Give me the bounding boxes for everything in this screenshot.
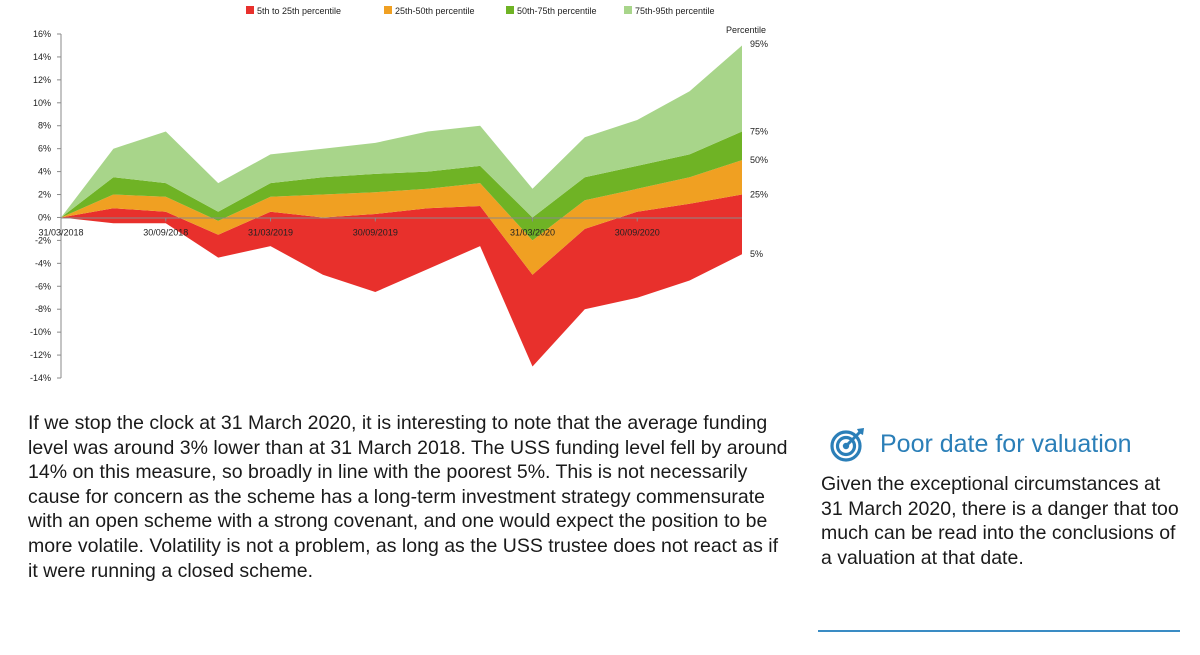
y-tick-label: -8% <box>35 304 51 314</box>
x-tick-label: 30/09/2020 <box>615 227 660 237</box>
legend-label: 5th to 25th percentile <box>257 6 341 16</box>
y-tick-label: 8% <box>38 121 51 131</box>
target-icon <box>830 428 864 462</box>
x-tick-label: 30/09/2018 <box>143 227 188 237</box>
x-tick-label: 30/09/2019 <box>353 227 398 237</box>
percentile-label: 75% <box>750 126 768 136</box>
callout-text: Given the exceptional circumstances at 3… <box>821 473 1179 569</box>
callout-divider <box>818 630 1180 632</box>
y-axis-ticks: 16% 14% 12% 10% 8% 6% 4% 2% 0% -2% -4% -6% -8% -10% -1… <box>30 29 61 383</box>
y-tick-label: 16% <box>33 29 51 39</box>
funding-level-chart: 5th to 25th percentile 25th-50th percenti… <box>30 6 768 383</box>
y-tick-label: 10% <box>33 98 51 108</box>
article-body: If we stop the clock at 31 March 2020, i… <box>28 412 788 582</box>
chart-axes <box>60 34 742 378</box>
legend-label: 25th-50th percentile <box>395 6 475 16</box>
percentile-label: 50% <box>750 155 768 165</box>
band-3 <box>61 131 742 241</box>
chart-legend: 5th to 25th percentile 25th-50th percenti… <box>246 6 715 16</box>
y-tick-label: -6% <box>35 281 51 291</box>
percentile-bands <box>61 45 742 367</box>
legend-swatch <box>624 6 632 14</box>
percentile-label: 5% <box>750 249 763 259</box>
percentile-label: 25% <box>750 190 768 200</box>
x-axis-ticks: 31/03/2018 30/09/2018 31/03/2019 30/09/2019… <box>38 217 660 237</box>
y-tick-label: 12% <box>33 75 51 85</box>
y-tick-label: 2% <box>38 190 51 200</box>
band-1 <box>61 194 742 367</box>
y-tick-label: 6% <box>38 144 51 154</box>
x-tick-label: 31/03/2018 <box>38 227 83 237</box>
legend-swatch <box>246 6 254 14</box>
y-tick-label: 4% <box>38 167 51 177</box>
legend-swatch <box>384 6 392 14</box>
callout-box: Poor date for valuation Given the except… <box>818 424 1180 632</box>
callout-title: Poor date for valuation <box>880 429 1132 458</box>
legend-swatch <box>506 6 514 14</box>
x-tick-label: 31/03/2019 <box>248 227 293 237</box>
y-tick-label: -14% <box>30 373 51 383</box>
x-tick-label: 31/03/2020 <box>510 227 555 237</box>
y-tick-label: 0% <box>38 212 51 222</box>
legend-label: 50th-75th percentile <box>517 6 597 16</box>
y-tick-label: 14% <box>33 52 51 62</box>
percentile-label: 95% <box>750 39 768 49</box>
band-2 <box>61 160 742 275</box>
percentile-labels: Percentile 95% 75% 50% 25% 5% <box>726 25 768 259</box>
percentile-title: Percentile <box>726 25 766 35</box>
callout-header: Poor date for valuation <box>818 424 1180 464</box>
y-tick-label: -10% <box>30 327 51 337</box>
legend-label: 75th-95th percentile <box>635 6 715 16</box>
y-tick-label: -4% <box>35 258 51 268</box>
y-tick-label: -12% <box>30 350 51 360</box>
band-4 <box>61 45 742 218</box>
y-tick-label: -2% <box>35 235 51 245</box>
